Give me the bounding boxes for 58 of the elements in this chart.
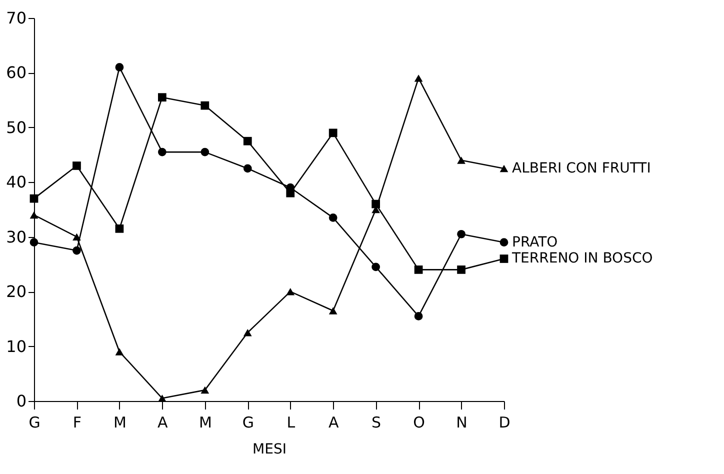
series-label: PRATO	[512, 234, 558, 250]
point	[414, 312, 423, 320]
y-tick-label: 60	[6, 63, 26, 82]
x-tick-label: A	[158, 414, 169, 432]
point	[30, 238, 38, 247]
point	[457, 230, 466, 238]
x-tick-label: G	[28, 414, 40, 432]
x-tick-label: N	[456, 414, 468, 432]
point	[500, 164, 508, 172]
x-tick-label: M	[113, 414, 126, 432]
point	[414, 266, 423, 274]
point	[372, 200, 380, 208]
x-tick-label: M	[198, 414, 212, 432]
y-tick-label: 0	[16, 392, 26, 410]
point	[328, 128, 338, 138]
x-tick-label: G	[242, 414, 254, 432]
point	[286, 288, 295, 296]
point	[243, 136, 252, 146]
x-tick-label: A	[328, 414, 340, 432]
point	[200, 148, 210, 156]
point	[158, 148, 166, 156]
point	[457, 156, 466, 164]
y-tick-label: 70	[6, 8, 26, 28]
point	[243, 328, 252, 336]
point	[328, 214, 338, 222]
point	[500, 238, 508, 247]
point	[158, 394, 166, 402]
point	[372, 262, 380, 272]
y-tick-label: 20	[6, 282, 26, 302]
point	[328, 307, 338, 314]
point	[243, 164, 252, 173]
point	[115, 224, 124, 233]
point	[414, 74, 423, 82]
point	[286, 188, 295, 198]
point	[457, 266, 466, 274]
y-tick-label: 50	[6, 118, 26, 137]
x-tick-label: D	[498, 414, 510, 432]
point	[72, 246, 81, 255]
series-label: TERRENO IN BOSCO	[511, 250, 653, 267]
point	[200, 101, 210, 110]
y-tick-label: 10	[6, 336, 26, 356]
point	[158, 93, 166, 102]
x-tick-label: L	[286, 414, 296, 432]
point	[30, 211, 38, 219]
y-tick-label: 30	[6, 227, 26, 246]
point	[72, 233, 81, 240]
point	[115, 348, 124, 356]
x-tick-label: F	[72, 414, 82, 432]
x-tick-label: O	[413, 414, 425, 432]
x-tick-label: S	[372, 414, 382, 432]
point	[200, 386, 210, 394]
x-axis-title: MESI	[252, 442, 286, 458]
point	[30, 194, 38, 203]
point	[72, 162, 81, 170]
point	[500, 254, 508, 263]
series-label: ALBERI CON FRUTTI	[512, 160, 651, 176]
point	[115, 63, 124, 72]
y-tick-label: 40	[6, 172, 26, 192]
